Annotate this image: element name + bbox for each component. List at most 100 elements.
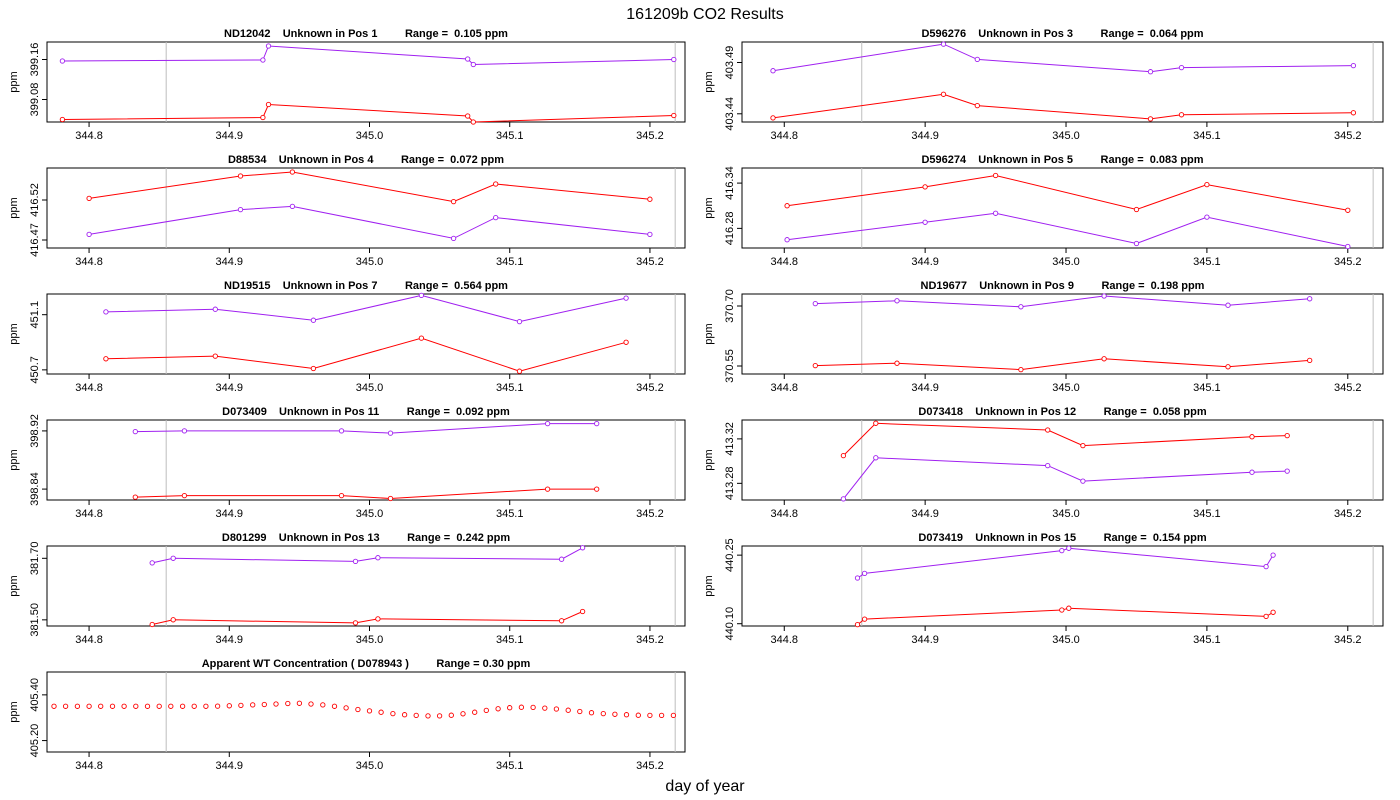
x-tick-label: 344.8 <box>75 760 103 772</box>
data-point <box>518 704 525 710</box>
data-point <box>671 56 677 63</box>
data-point <box>1101 356 1107 362</box>
data-point <box>670 712 677 719</box>
chart-panels: ND12042 Unknown in Pos 1 Range = 0.105 p… <box>8 28 1384 772</box>
data-point <box>181 492 188 499</box>
panel-title: ND19515 Unknown in Pos 7 Range = 0.564 p… <box>224 280 508 292</box>
data-point <box>133 703 139 709</box>
figure-xlabel: day of year <box>665 778 745 795</box>
x-tick-label: 345.0 <box>1052 508 1080 520</box>
x-tick-label: 344.8 <box>75 382 103 394</box>
x-tick-label: 344.9 <box>911 382 939 394</box>
data-point <box>132 494 138 500</box>
data-point <box>647 196 653 202</box>
x-tick-label: 344.8 <box>770 634 798 646</box>
chart-panel-10: D073419 Unknown in Pos 15 Range = 0.154 … <box>703 532 1384 646</box>
data-point <box>343 705 349 711</box>
x-tick-label: 345.2 <box>636 256 664 268</box>
data-point <box>635 712 641 718</box>
plot-frame <box>46 41 686 123</box>
series-line-lower <box>89 205 650 239</box>
panel-title: D073418 Unknown in Pos 12 Range = 0.058 … <box>918 406 1206 418</box>
data-point <box>1178 64 1185 71</box>
y-axis-label: ppm <box>8 575 20 596</box>
data-point <box>238 702 244 709</box>
panel-title: ND12042 Unknown in Pos 1 Range = 0.105 p… <box>224 28 508 40</box>
data-point <box>375 616 381 622</box>
panel-title: D801299 Unknown in Pos 13 Range = 0.242 … <box>222 532 510 544</box>
data-point <box>1307 296 1313 302</box>
y-tick-label: 403.44 <box>724 97 736 131</box>
data-point <box>840 452 847 459</box>
x-tick-label: 345.2 <box>636 760 664 772</box>
y-axis-label: ppm <box>703 71 715 92</box>
series-line-upper <box>815 295 1310 308</box>
panel-title: Apparent WT Concentration ( D078943 ) Ra… <box>202 658 531 670</box>
data-point <box>770 115 776 121</box>
series-line-lower <box>787 212 1348 247</box>
x-tick-label: 344.9 <box>216 130 244 142</box>
data-point <box>647 231 653 238</box>
y-tick-label: 413.32 <box>724 422 736 456</box>
y-tick-label: 381.50 <box>29 603 41 637</box>
data-point <box>1249 434 1255 440</box>
data-point <box>495 706 501 712</box>
x-tick-label: 345.0 <box>356 382 384 394</box>
data-point <box>62 703 69 709</box>
y-tick-label: 403.49 <box>724 46 736 80</box>
data-point <box>375 555 381 561</box>
series-line-upper <box>89 171 650 203</box>
x-tick-label: 345.2 <box>1334 130 1362 142</box>
data-point <box>387 495 394 502</box>
data-point <box>289 203 296 210</box>
data-point <box>260 114 266 121</box>
x-tick-label: 344.9 <box>216 508 244 520</box>
y-tick-label: 399.08 <box>29 83 41 117</box>
data-point <box>352 620 359 626</box>
x-tick-label: 345.2 <box>1334 256 1362 268</box>
data-point <box>812 362 818 369</box>
x-tick-label: 345.0 <box>356 130 384 142</box>
data-point <box>992 210 999 216</box>
data-point <box>59 58 66 64</box>
x-tick-label: 345.2 <box>636 130 664 142</box>
x-tick-label: 345.1 <box>1193 256 1221 268</box>
x-tick-label: 344.9 <box>216 634 244 646</box>
data-point <box>1059 547 1065 554</box>
data-point <box>558 556 565 562</box>
data-point <box>103 356 109 362</box>
data-point <box>553 706 560 712</box>
y-tick-label: 450.7 <box>29 356 41 384</box>
chart-panel-4: D596274 Unknown in Pos 5 Range = 0.083 p… <box>703 154 1384 268</box>
y-axis-label: ppm <box>703 323 715 344</box>
x-tick-label: 345.1 <box>496 760 524 772</box>
y-axis-label: ppm <box>8 197 20 218</box>
x-tick-label: 344.9 <box>216 760 244 772</box>
data-point <box>974 102 980 109</box>
data-point <box>352 558 359 565</box>
data-point <box>1204 181 1210 188</box>
data-point <box>401 712 408 718</box>
data-point <box>265 43 272 49</box>
series-line-upper <box>152 547 583 564</box>
data-point <box>544 420 551 427</box>
data-point <box>940 41 947 47</box>
y-tick-label: 370.55 <box>724 349 736 383</box>
y-axis-label: ppm <box>703 197 715 218</box>
panel-title: D88534 Unknown in Pos 4 Range = 0.072 pp… <box>228 154 504 166</box>
data-point <box>544 486 551 492</box>
data-point <box>894 298 900 304</box>
series-line-lower <box>152 611 583 625</box>
data-point <box>922 184 928 190</box>
data-point <box>51 703 57 709</box>
y-tick-label: 440.25 <box>724 538 736 572</box>
data-point <box>436 713 443 719</box>
y-axis-label: ppm <box>8 323 20 344</box>
data-point <box>594 486 600 492</box>
data-point <box>338 428 345 434</box>
data-point <box>1284 468 1290 474</box>
data-point <box>320 702 326 708</box>
chart-panel-9: D801299 Unknown in Pos 13 Range = 0.242 … <box>8 532 686 646</box>
series-line-upper <box>787 174 1348 211</box>
data-point <box>1018 366 1024 373</box>
